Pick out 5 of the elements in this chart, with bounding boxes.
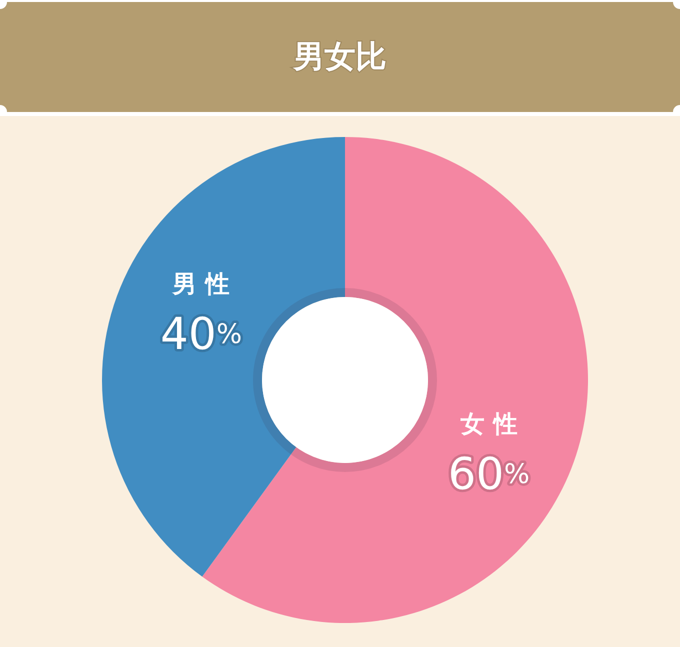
chart-title: 男女比: [292, 39, 386, 75]
slice-label: 女性: [459, 410, 526, 438]
data-label: 60%: [448, 448, 530, 500]
data-label: 40%: [160, 308, 242, 360]
slice-label: 男性: [172, 270, 239, 298]
